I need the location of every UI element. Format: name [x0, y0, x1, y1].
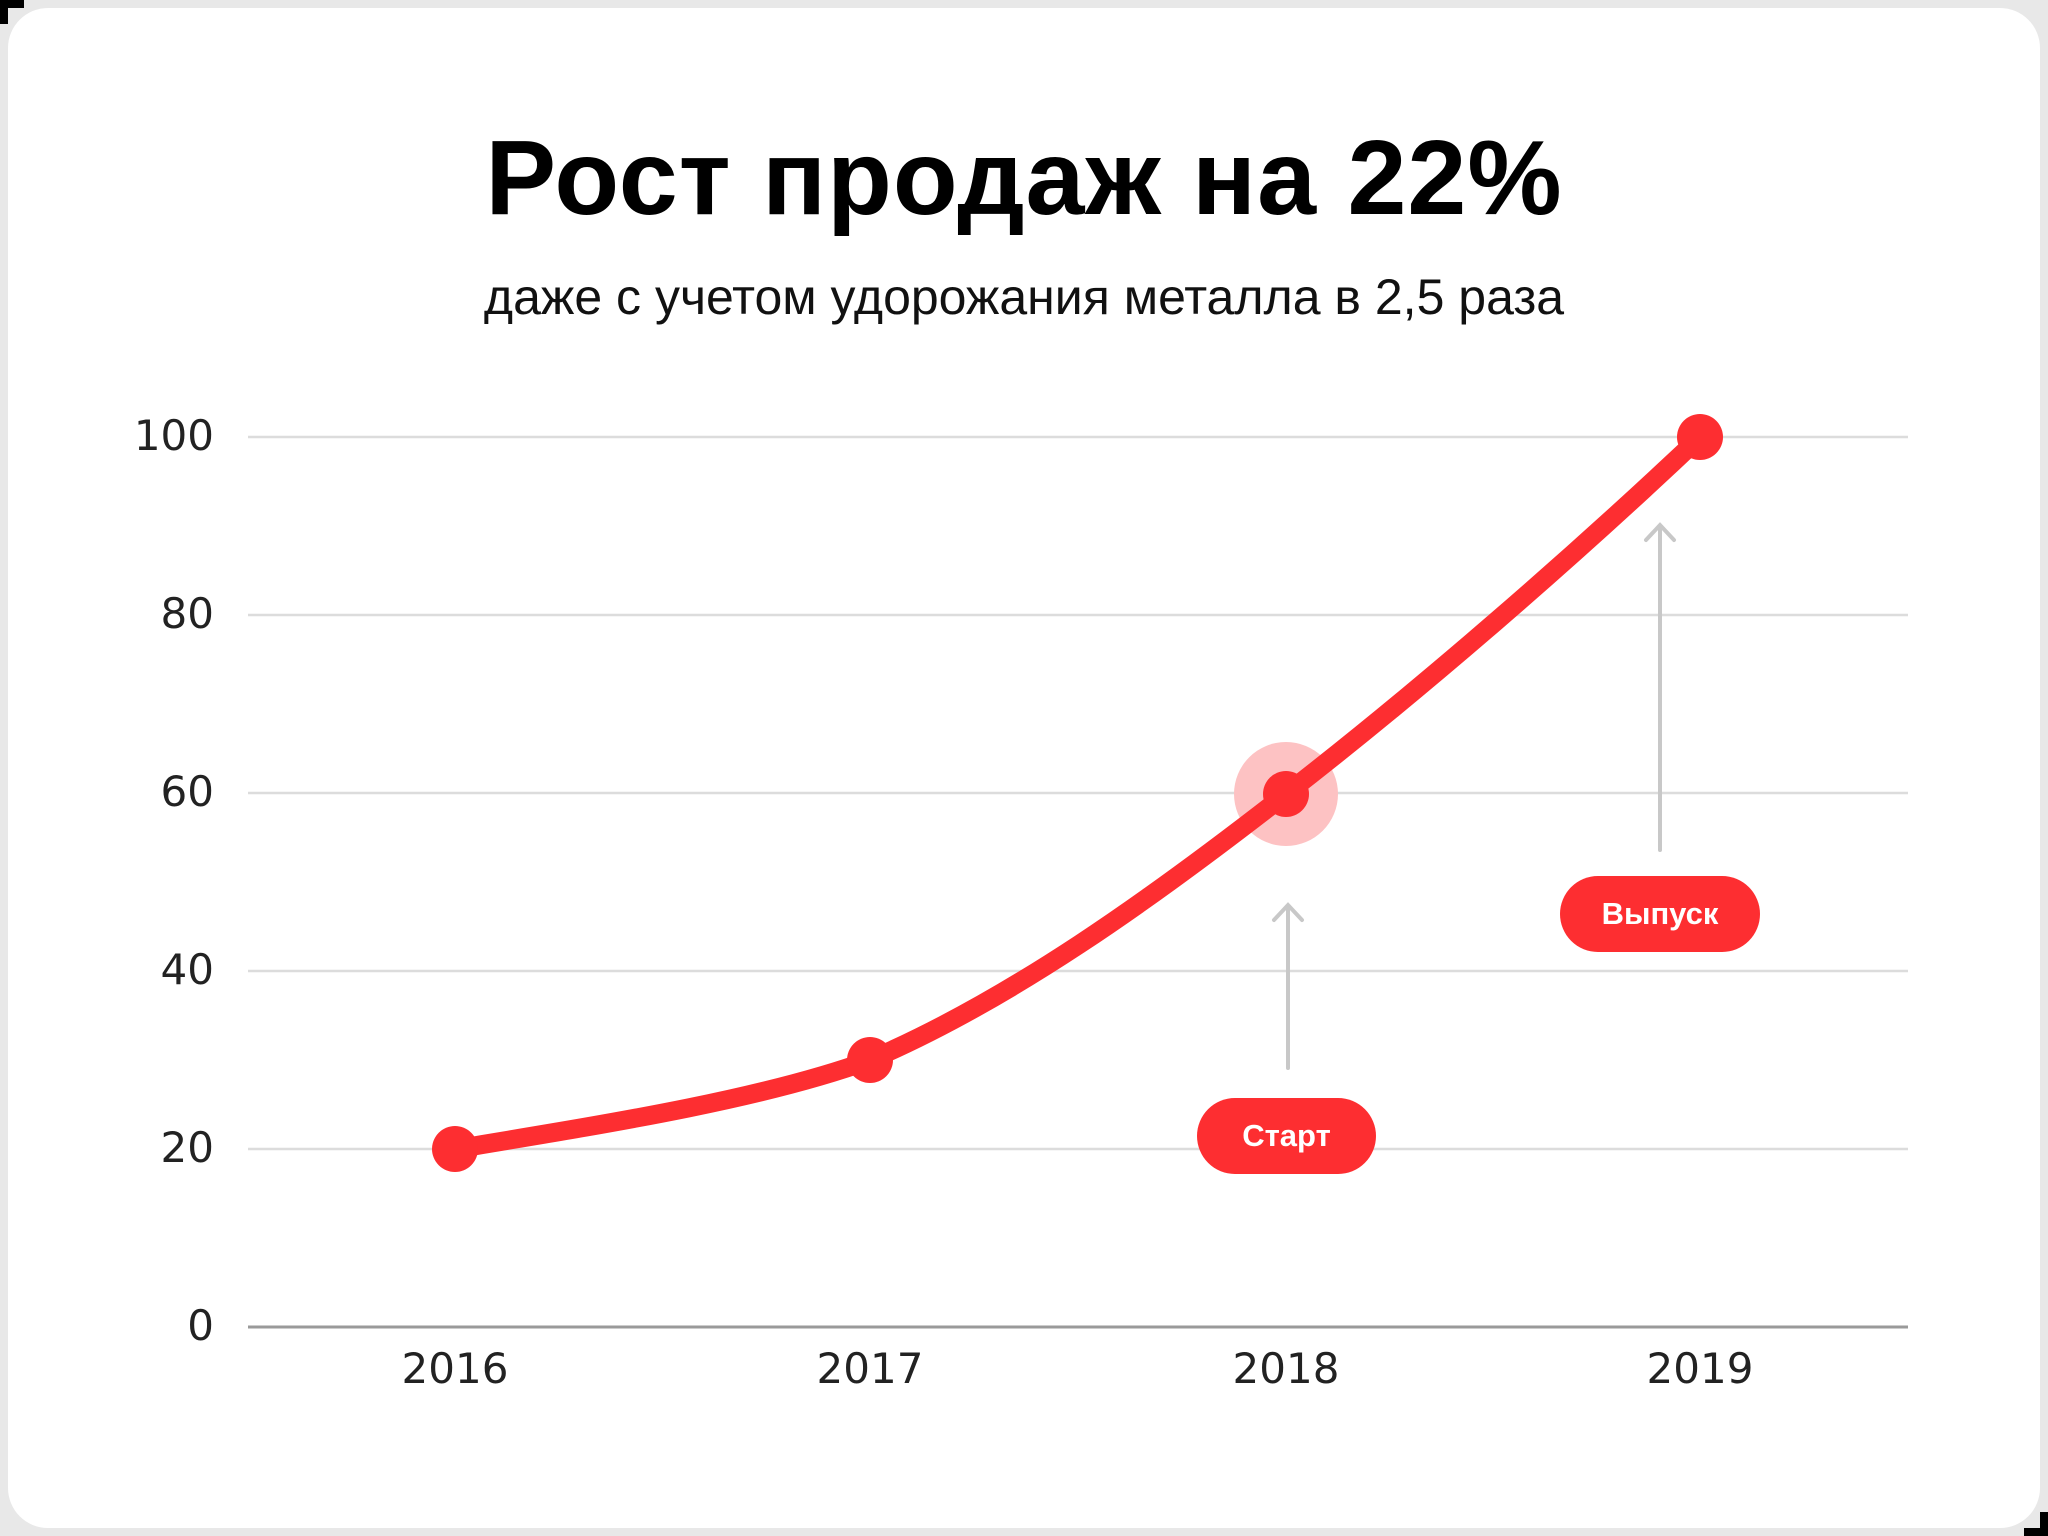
- arrow-icon: [1644, 522, 1676, 852]
- chart-title: Рост продаж на 22%: [485, 119, 1563, 237]
- chart-subtitle: даже с учетом удорожания металла в 2,5 р…: [483, 269, 1565, 325]
- corner-mark: [0, 0, 8, 24]
- x-tick-label: 2016: [401, 1344, 509, 1393]
- y-tick-label: 0: [187, 1301, 214, 1350]
- y-tick-label: 40: [160, 945, 214, 994]
- annotation-start-badge: Старт: [1197, 1098, 1376, 1174]
- data-line: [445, 427, 1710, 1159]
- data-point-2019[interactable]: [1677, 414, 1723, 460]
- arrow-icon: [1272, 902, 1304, 1070]
- data-point-2017[interactable]: [847, 1037, 893, 1083]
- gridlines: [248, 435, 1908, 1151]
- x-tick-label: 2019: [1646, 1344, 1754, 1393]
- corner-mark: [2040, 1512, 2048, 1536]
- x-tick-label: 2018: [1232, 1344, 1340, 1393]
- chart-card: [8, 8, 2040, 1528]
- corner-mark: [2024, 1528, 2048, 1536]
- y-tick-label: 20: [160, 1123, 214, 1172]
- annotation-release-badge: Выпуск: [1560, 876, 1760, 952]
- x-tick-label: 2017: [816, 1344, 924, 1393]
- y-tick-label: 100: [133, 411, 214, 460]
- y-tick-label: 60: [160, 767, 214, 816]
- data-point-2016[interactable]: [432, 1126, 478, 1172]
- data-point-2018[interactable]: [1263, 771, 1309, 817]
- y-tick-label: 80: [160, 589, 214, 638]
- corner-mark: [0, 0, 24, 8]
